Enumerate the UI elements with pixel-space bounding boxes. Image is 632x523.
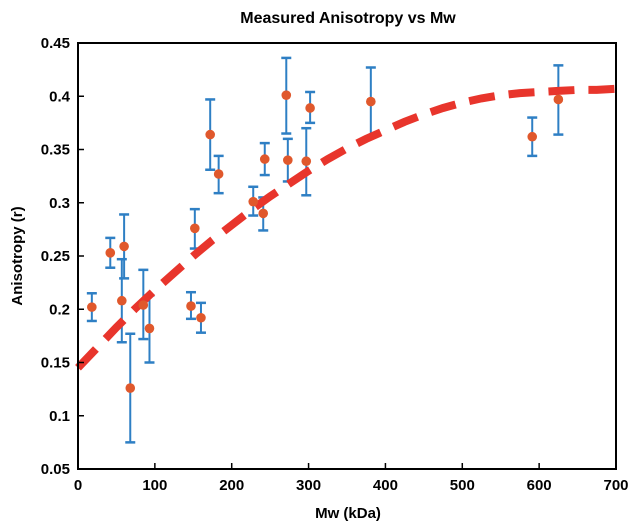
data-point (301, 156, 312, 167)
data-point (186, 301, 196, 311)
data-point (213, 169, 224, 179)
data-point (258, 208, 269, 219)
y-tick-label: 0.2 (49, 301, 70, 318)
x-tick-label: 400 (373, 477, 398, 494)
x-tick-label: 100 (142, 477, 167, 494)
y-tick-label: 0.1 (49, 408, 70, 425)
y-tick-label: 0.3 (49, 195, 70, 212)
data-point (248, 196, 259, 207)
plot-frame (77, 42, 617, 470)
data-point (527, 131, 538, 142)
data-point (138, 300, 149, 310)
plot-area (75, 56, 617, 444)
x-tick-label: 700 (603, 477, 628, 494)
data-point (105, 248, 116, 258)
y-tick-label: 0.35 (41, 142, 70, 159)
x-tick-label: 300 (296, 477, 321, 494)
y-tick-label: 0.15 (41, 355, 70, 372)
x-tick-label: 500 (450, 477, 475, 494)
y-tick-label: 0.25 (41, 248, 70, 265)
data-point (119, 241, 129, 252)
data-point (205, 129, 215, 140)
x-tick-label: 200 (219, 477, 244, 494)
data-point (553, 94, 564, 105)
data-point (283, 155, 293, 165)
data-point (366, 96, 376, 107)
fit-curve (75, 84, 617, 371)
x-axis-label: Mw (kDa) (315, 505, 381, 522)
y-tick-label: 0.05 (41, 461, 70, 478)
y-tick-label: 0.4 (49, 88, 71, 105)
data-point (144, 323, 155, 334)
data-point (305, 103, 315, 113)
data-point (281, 90, 292, 100)
y-axis-label: Anisotropy (r) (9, 206, 26, 305)
y-axis: 0.05 0.1 0.15 0.2 0.25 0.3 0.35 0.4 0.45 (41, 35, 84, 478)
data-point (259, 154, 270, 164)
data-point (117, 295, 127, 306)
y-tick-label: 0.45 (41, 35, 70, 52)
data-point (87, 302, 97, 312)
x-axis: 0 100 200 300 400 500 600 700 (74, 463, 629, 494)
x-tick-label: 600 (527, 477, 552, 494)
data-point (125, 383, 136, 393)
data-point (190, 223, 200, 234)
chart-title: Measured Anisotropy vs Mw (240, 10, 456, 27)
x-tick-label: 0 (74, 477, 82, 494)
data-point (196, 312, 206, 323)
